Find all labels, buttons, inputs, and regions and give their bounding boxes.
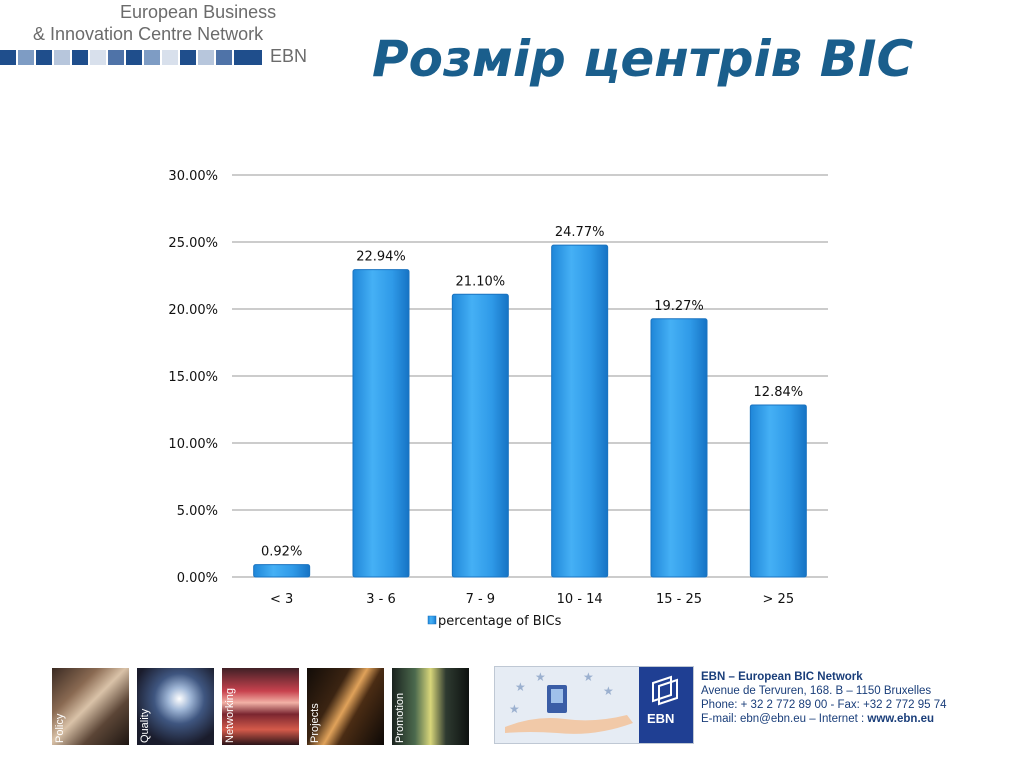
thumb-label: Networking xyxy=(224,687,236,743)
data-label: 0.92% xyxy=(261,545,302,560)
y-tick-label: 30.00% xyxy=(168,169,218,184)
x-axis-ticks: < 3 3 - 6 7 - 9 10 - 14 15 - 25 > 25 xyxy=(270,592,794,607)
svg-text:★: ★ xyxy=(583,670,594,684)
website-link[interactable]: www.ebn.eu xyxy=(867,713,935,725)
thumb-label: Projects xyxy=(309,703,321,743)
thumb-promotion: Promotion xyxy=(392,668,469,745)
contact-email: E-mail: ebn@ebn.eu – Internet : xyxy=(701,713,868,725)
legend-label: percentage of BICs xyxy=(438,614,562,629)
bars xyxy=(253,244,807,578)
data-label: 19.27% xyxy=(654,299,704,314)
x-tick-label: 15 - 25 xyxy=(656,592,702,607)
legend: percentage of BICs xyxy=(427,614,562,629)
y-tick-label: 15.00% xyxy=(168,370,218,385)
logo-color-strip xyxy=(0,50,262,65)
data-labels: 0.92% 22.94% 21.10% 24.77% 19.27% 12.84% xyxy=(261,225,803,560)
bar xyxy=(352,269,410,578)
x-tick-label: 3 - 6 xyxy=(366,592,396,607)
thumb-networking: Networking xyxy=(222,668,299,745)
logo-line-1: European Business xyxy=(120,2,277,22)
data-label: 24.77% xyxy=(555,225,605,240)
x-tick-label: 7 - 9 xyxy=(466,592,496,607)
ebn-logo-mark xyxy=(652,675,678,706)
thumb-label: Policy xyxy=(54,713,66,743)
thumb-quality: Quality xyxy=(137,668,214,745)
data-label: 22.94% xyxy=(356,250,406,265)
bar xyxy=(551,244,609,578)
ebn-logo-icon: EBN xyxy=(639,667,693,743)
data-label: 12.84% xyxy=(754,385,804,400)
y-tick-label: 25.00% xyxy=(168,236,218,251)
bar xyxy=(749,404,807,578)
logo-line-2: & Innovation Centre Network xyxy=(33,24,264,44)
svg-text:★: ★ xyxy=(535,670,546,684)
hand-stars-image: ★ ★ ★ ★ ★ xyxy=(495,667,639,743)
logo-ebn-text: EBN xyxy=(270,46,308,66)
footer: Policy Quality Networking Projects Promo… xyxy=(0,660,1024,768)
bar xyxy=(650,318,708,578)
contact-block: EBN – European BIC Network Avenue de Ter… xyxy=(701,670,947,726)
contact-title: EBN – European BIC Network xyxy=(701,671,863,683)
y-tick-label: 20.00% xyxy=(168,303,218,318)
data-label: 21.10% xyxy=(456,274,506,289)
thumb-projects: Projects xyxy=(307,668,384,745)
ebn-logo-header: European Business & Innovation Centre Ne… xyxy=(0,0,310,70)
svg-text:★: ★ xyxy=(603,684,614,698)
bar-chart: 0.00% 5.00% 10.00% 15.00% 20.00% 25.00% 30.00%… xyxy=(168,169,828,629)
x-tick-label: > 25 xyxy=(763,592,795,607)
legend-swatch xyxy=(427,615,437,625)
x-tick-label: 10 - 14 xyxy=(557,592,603,607)
grid-lines xyxy=(232,174,828,578)
y-axis-ticks: 0.00% 5.00% 10.00% 15.00% 20.00% 25.00% 30.00% xyxy=(168,169,218,586)
bar xyxy=(253,564,311,578)
bar xyxy=(451,293,509,578)
x-tick-label: < 3 xyxy=(270,592,293,607)
thumb-label: Quality xyxy=(139,708,151,743)
svg-text:★: ★ xyxy=(509,702,520,716)
y-tick-label: 5.00% xyxy=(177,504,218,519)
ebn-logo-label: EBN xyxy=(647,711,675,726)
ebn-promo-image: ★ ★ ★ ★ ★ EBN xyxy=(494,666,694,744)
thumb-label: Promotion xyxy=(394,692,406,743)
thumb-policy: Policy xyxy=(52,668,129,745)
y-tick-label: 10.00% xyxy=(168,437,218,452)
contact-phone: Phone: + 32 2 772 89 00 - Fax: +32 2 772… xyxy=(701,699,947,711)
y-tick-label: 0.00% xyxy=(177,571,218,586)
svg-text:★: ★ xyxy=(515,680,526,694)
contact-address: Avenue de Tervuren, 168. B – 1150 Bruxel… xyxy=(701,685,932,697)
slide-title: Розмір центрів BIC xyxy=(372,30,914,88)
